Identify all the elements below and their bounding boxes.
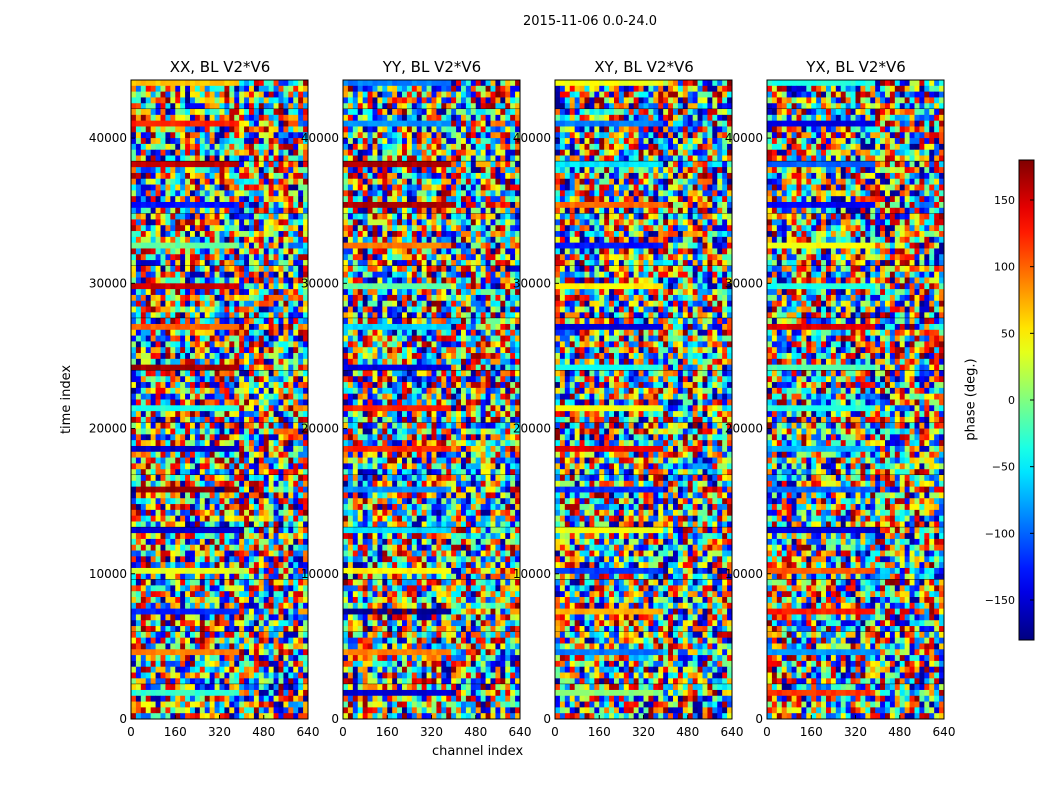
x-tick-label: 320 <box>844 725 867 739</box>
colorbar-tick-label: −50 <box>992 461 1015 474</box>
x-tick-label: 160 <box>164 725 187 739</box>
y-tick-label: 20000 <box>513 422 551 436</box>
figure-title: 2015-11-06 0.0-24.0 <box>523 14 657 29</box>
x-tick-label: 0 <box>763 725 771 739</box>
y-tick-label: 30000 <box>89 276 127 290</box>
panel-3: 0 160 320 480 640 0 10000 20000 30000 40000 <box>513 79 744 739</box>
panel-2: 0 160 320 480 640 0 10000 20000 30000 40000 <box>301 79 532 739</box>
x-tick-label: 640 <box>509 725 532 739</box>
colorbar-tick-label: 50 <box>1001 327 1015 340</box>
x-tick-label: 320 <box>208 725 231 739</box>
y-tick-label: 40000 <box>725 131 763 145</box>
panel-title-xx: XX, BL V2*V6 <box>169 58 271 76</box>
y-tick-label: 10000 <box>513 567 551 581</box>
y-tick-label: 30000 <box>513 276 551 290</box>
x-tick-label: 160 <box>588 725 611 739</box>
y-tick-label: 10000 <box>301 567 339 581</box>
colorbar-tick-label: 150 <box>994 194 1015 207</box>
y-tick-label: 30000 <box>725 276 763 290</box>
y-tick-label: 20000 <box>301 422 339 436</box>
x-axis-label: channel index <box>432 744 524 759</box>
y-tick-label: 30000 <box>301 276 339 290</box>
x-tick-label: 0 <box>339 725 347 739</box>
x-tick-label: 480 <box>464 725 487 739</box>
x-tick-label: 480 <box>676 725 699 739</box>
panel-1: 0 160 320 480 640 0 10000 20000 30000 40000 <box>89 79 320 739</box>
x-tick-label: 320 <box>632 725 655 739</box>
x-tick-label: 640 <box>933 725 956 739</box>
y-tick-label: 0 <box>119 712 127 726</box>
panel-title-yx: YX, BL V2*V6 <box>806 58 906 76</box>
panel-4: 0 160 320 480 640 0 10000 20000 30000 40000 <box>725 79 956 739</box>
y-tick-label: 20000 <box>725 422 763 436</box>
y-axis-label: time index <box>59 364 75 435</box>
x-tick-label: 160 <box>800 725 823 739</box>
y-tick-label: 10000 <box>89 567 127 581</box>
panel-title-xy: XY, BL V2*V6 <box>594 58 694 76</box>
colorbar-tick-label: 100 <box>994 261 1015 274</box>
panel-title-yy: YY, BL V2*V6 <box>382 58 482 76</box>
x-tick-label: 640 <box>297 725 320 739</box>
colorbar-tick-label: −100 <box>985 527 1015 540</box>
x-tick-label: 480 <box>888 725 911 739</box>
x-tick-label: 640 <box>721 725 744 739</box>
y-tick-label: 0 <box>543 712 551 726</box>
y-tick-label: 0 <box>331 712 339 726</box>
y-tick-label: 10000 <box>725 567 763 581</box>
colorbar-tick-label: −150 <box>985 594 1015 607</box>
colorbar-label: phase (deg.) <box>963 358 979 441</box>
y-tick-label: 20000 <box>89 422 127 436</box>
colorbar-tick-label: 0 <box>1008 394 1015 407</box>
x-tick-label: 320 <box>420 725 443 739</box>
x-tick-label: 0 <box>127 725 135 739</box>
x-tick-label: 480 <box>252 725 275 739</box>
x-tick-label: 160 <box>376 725 399 739</box>
y-tick-label: 40000 <box>89 131 127 145</box>
colorbar: −150 −100 −50 0 50 100 150 <box>985 159 1035 641</box>
x-tick-label: 0 <box>551 725 559 739</box>
y-tick-label: 0 <box>755 712 763 726</box>
y-tick-label: 40000 <box>301 131 339 145</box>
y-tick-label: 40000 <box>513 131 551 145</box>
